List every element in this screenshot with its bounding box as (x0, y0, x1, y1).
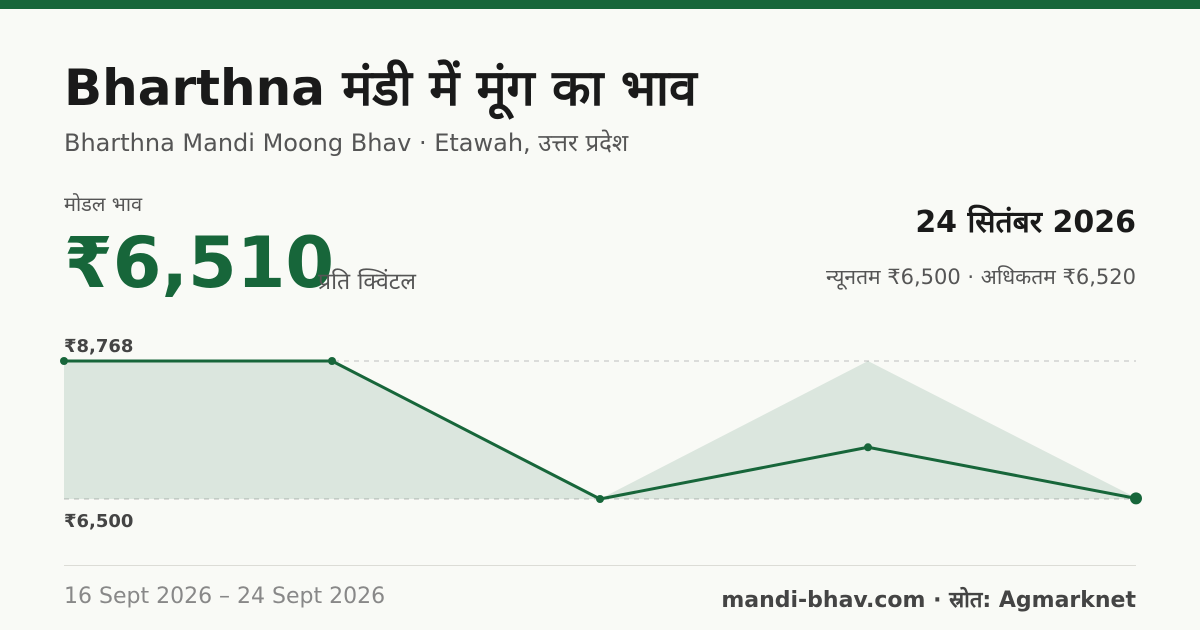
y-tick-label-min: ₹6,500 (64, 511, 133, 532)
price-date: 24 सितंबर 2026 (915, 200, 1136, 241)
min-max-band (64, 361, 1136, 499)
min-max-range: न्यूनतम ₹6,500 · अधिकतम ₹6,520 (826, 263, 1136, 291)
data-point (596, 495, 604, 503)
data-point (328, 357, 336, 365)
price-unit: प्रति क्विंटल (318, 264, 416, 296)
price-trend-chart: ₹8,768 ₹6,500 (0, 320, 1200, 560)
data-point (1130, 492, 1142, 504)
y-tick-label-max: ₹8,768 (64, 336, 133, 357)
page-subtitle: Bharthna Mandi Moong Bhav · Etawah, उत्त… (64, 126, 628, 159)
date-range: 16 Sept 2026 – 24 Sept 2026 (64, 584, 385, 609)
data-point (60, 357, 68, 365)
page-title: Bharthna मंडी में मूंग का भाव (64, 52, 697, 120)
modal-price-value: ₹6,510 (64, 222, 334, 304)
data-point (864, 443, 872, 451)
modal-price-label: मोडल भाव (64, 190, 142, 217)
footer-divider (64, 565, 1136, 566)
source-credit: mandi-bhav.com · स्रोत: Agmarknet (721, 584, 1136, 614)
top-accent-bar (0, 0, 1200, 9)
